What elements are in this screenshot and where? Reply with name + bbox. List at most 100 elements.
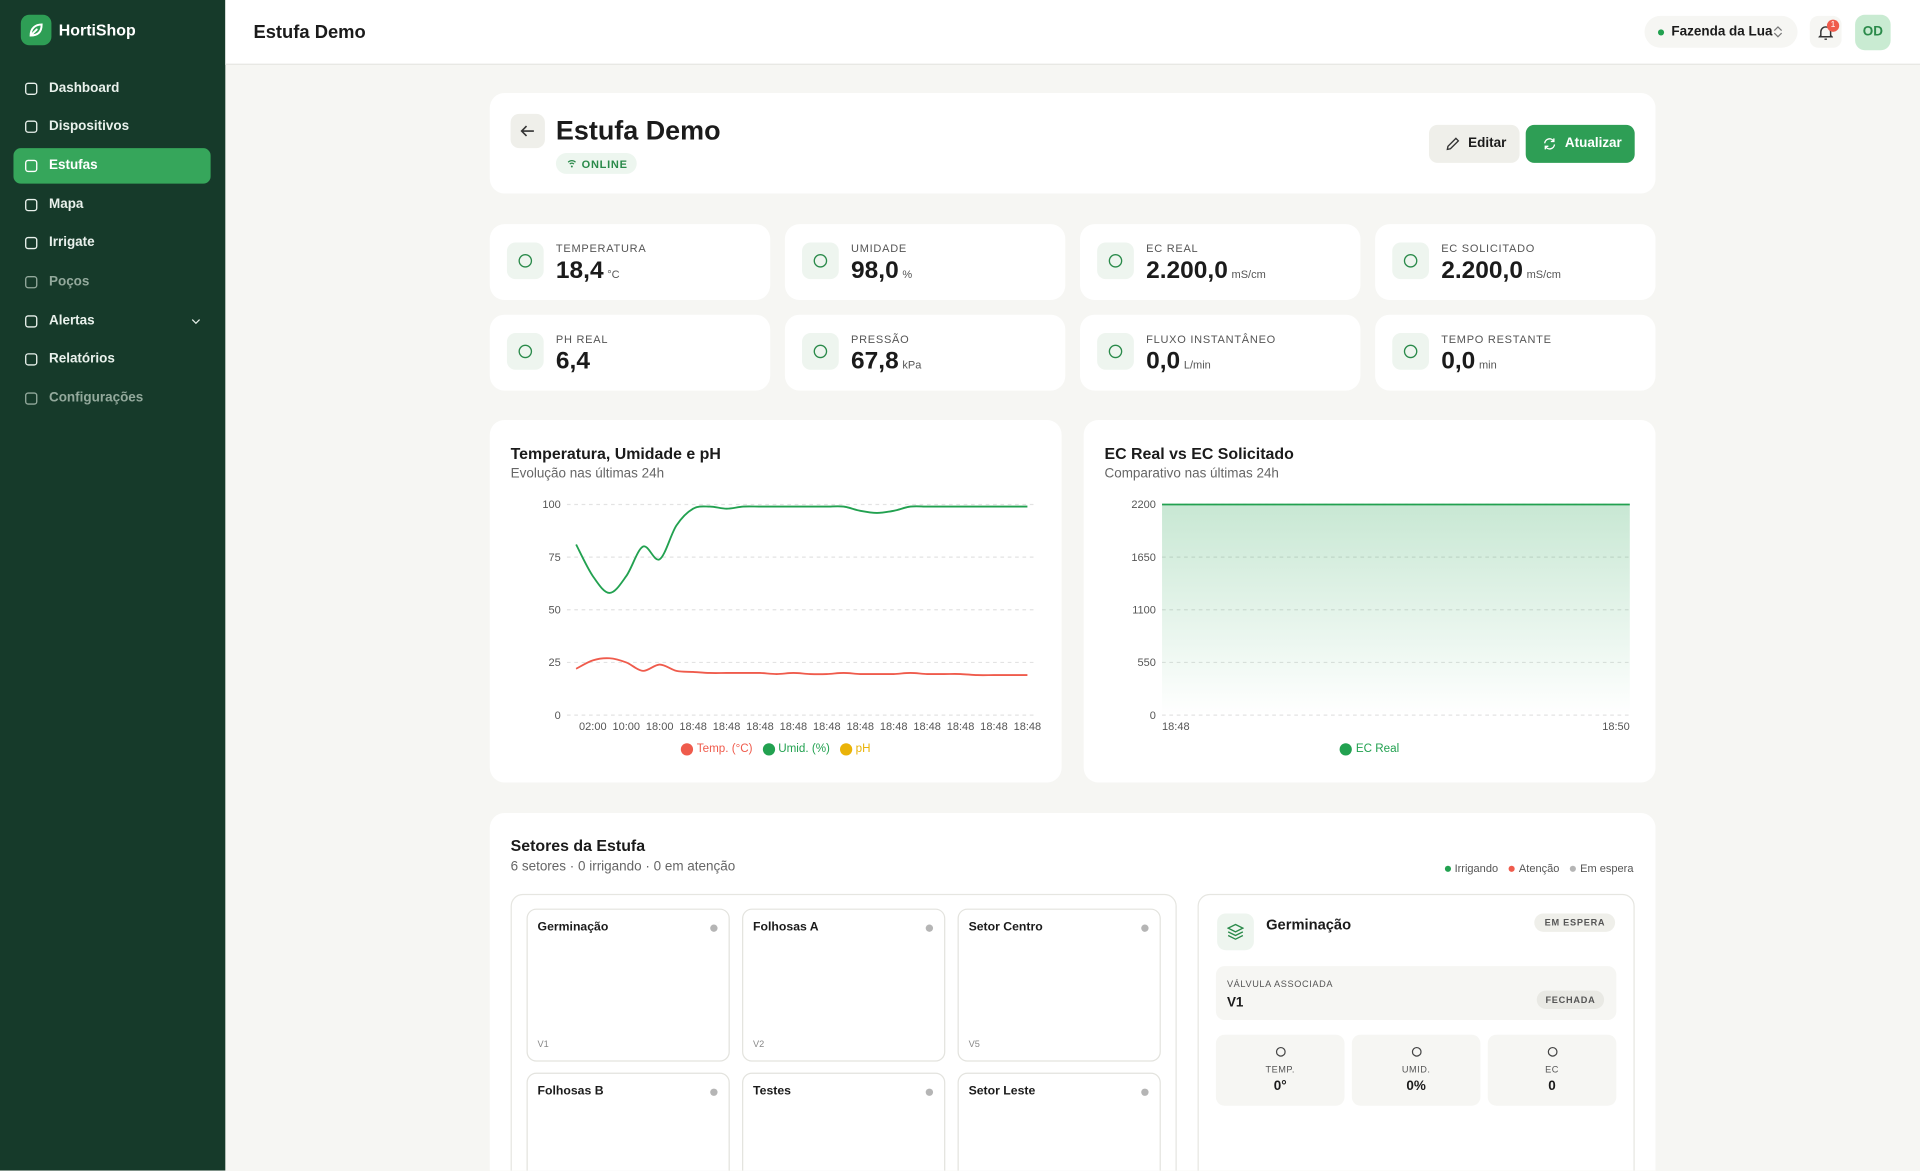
nav-icon-shape <box>25 237 38 250</box>
chart-plot: 0 25 50 75 100 02:00 10:00 18:00 18:48 18:48 18:48… <box>542 499 1041 733</box>
nav-item[interactable]: Estufas <box>13 148 211 184</box>
metric-icon-shape <box>518 254 533 268</box>
metric-unit: L/min <box>1183 358 1211 372</box>
sector-valve: V1 <box>537 1038 549 1050</box>
stat-icon-shape <box>1547 1046 1558 1057</box>
sector-card[interactable]: Folhosas B <box>526 1072 730 1171</box>
y-tick-label: 75 <box>549 552 561 564</box>
y-tick-label: 100 <box>542 499 560 511</box>
metric-value-row: 0,0 min <box>1441 348 1497 376</box>
nav-icon-shape <box>25 198 38 211</box>
metric-card: UMIDADE 98,0% <box>784 224 1066 301</box>
metric-icon <box>506 242 544 280</box>
sector-status-dot <box>710 924 718 932</box>
stat-label: UMID. <box>1401 1064 1431 1076</box>
nav-icon-shape <box>25 120 38 134</box>
sector-card[interactable]: Testes <box>742 1072 946 1171</box>
metric-value: 98,0 <box>851 257 899 285</box>
sector-name: Setor Leste <box>968 1084 1036 1099</box>
sector-valve: V5 <box>968 1038 980 1050</box>
nav-item[interactable]: Dispositivos <box>13 109 210 145</box>
nav-icon <box>25 159 38 172</box>
metric-value: 18,4 <box>555 257 604 285</box>
stat-value: 0° <box>1273 1078 1287 1094</box>
nav-item[interactable]: Poços <box>13 264 210 300</box>
sector-card[interactable]: Germinação V1 <box>526 908 730 1062</box>
sidebar: HortiShop Dashboard Dispositivos Estufas Ma… <box>0 0 226 1171</box>
metric-label: PH REAL <box>555 333 609 346</box>
sectors-card: Setores da Estufa 6 setores · 0 irrigand… <box>489 813 1656 1171</box>
y-tick-label: 550 <box>1138 657 1156 669</box>
legend-item: pH <box>839 742 871 756</box>
stat-value: 0 <box>1548 1078 1556 1094</box>
legend-swatch <box>1509 865 1516 872</box>
series-line <box>575 505 1028 594</box>
x-tick-label: 18:48 <box>746 721 774 733</box>
sectors-summary: 6 setores · 0 irrigando · 0 em atenção <box>510 859 736 875</box>
nav-item[interactable]: Relatórios <box>13 342 210 378</box>
sector-status-dot <box>1141 1088 1149 1096</box>
sector-card[interactable]: Setor Leste <box>957 1072 1161 1171</box>
stat-icon <box>1411 1046 1422 1057</box>
metric-icon <box>1097 333 1134 370</box>
nav-item[interactable]: Irrigate <box>13 226 210 262</box>
metric-value-row: 67,8 kPa <box>851 348 921 376</box>
metric-value-row: 18,4 °C <box>556 257 620 285</box>
refresh-button[interactable]: Atualizar <box>1525 124 1635 163</box>
legend: Temp. (°C) Umid. (%) pH <box>490 742 1062 756</box>
nav-item[interactable]: Configurações <box>13 381 210 417</box>
nav-label: Dispositivos <box>48 119 130 134</box>
y-tick-label: 50 <box>549 604 561 616</box>
nav-icon <box>25 120 38 134</box>
nav-item[interactable]: Mapa <box>13 187 210 223</box>
layers-icon <box>1226 923 1245 940</box>
metric-label: FLUXO INSTANTÂNEO <box>1146 333 1276 346</box>
edit-button[interactable]: Editar <box>1428 124 1520 163</box>
nav-icon-shape <box>25 159 38 172</box>
nav-chevron <box>191 318 201 324</box>
back-button[interactable] <box>510 113 545 149</box>
sector-card[interactable]: Folhosas A V2 <box>742 908 946 1062</box>
x-tick-label: 18:48 <box>713 721 741 733</box>
sector-name: Testes <box>753 1084 791 1099</box>
x-tick-label: 18:48 <box>880 721 908 733</box>
nav-item[interactable]: Dashboard <box>13 70 210 106</box>
metric-icon-shape <box>1108 254 1123 268</box>
x-tick-label: 10:00 <box>612 721 640 733</box>
nav-icon-shape <box>25 314 38 328</box>
stat-icon-shape <box>1411 1046 1422 1057</box>
nav-label: Configurações <box>48 390 144 406</box>
stat-box: TEMP. 0° <box>1215 1034 1345 1106</box>
nav-icon <box>25 276 38 289</box>
metric-value: 6,4 <box>555 347 590 375</box>
notifications[interactable]: 1 <box>1809 15 1842 48</box>
legend-label: pH <box>855 742 871 756</box>
x-tick-label: 18:48 <box>846 721 874 733</box>
legend-swatch <box>680 742 694 755</box>
nav-item[interactable]: Alertas <box>13 303 210 339</box>
y-tick-label: 1650 <box>1131 552 1156 564</box>
metric-unit: kPa <box>902 358 922 372</box>
legend-item: Umid. (%) <box>762 742 830 756</box>
avatar[interactable]: OD <box>1855 14 1891 51</box>
topbar-title: Estufa Demo <box>253 22 366 43</box>
metric-value: 0,0 <box>1441 347 1476 375</box>
metric-icon-glyph <box>1403 254 1418 268</box>
stat-value: 0% <box>1406 1078 1426 1094</box>
stat-icon <box>1547 1046 1558 1057</box>
chart-title: EC Real vs EC Solicitado <box>1104 444 1294 463</box>
legend-label: Em espera <box>1580 862 1634 875</box>
y-tick-label: 25 <box>549 657 561 669</box>
y-tick-label: 1100 <box>1132 604 1156 616</box>
sector-card[interactable]: Setor Centro V5 <box>957 908 1161 1062</box>
metric-icon-glyph <box>813 344 828 359</box>
metric-icon-shape <box>1108 344 1123 359</box>
metric-label: EC REAL <box>1146 242 1199 255</box>
nav-icon <box>25 198 38 211</box>
farm-selector[interactable]: Fazenda da Lua <box>1644 15 1798 48</box>
legend-item: EC Real <box>1339 742 1399 756</box>
nav-icon-shape <box>25 81 38 95</box>
valve-state: FECHADA <box>1536 990 1605 1009</box>
metric-icon-shape <box>518 344 533 359</box>
